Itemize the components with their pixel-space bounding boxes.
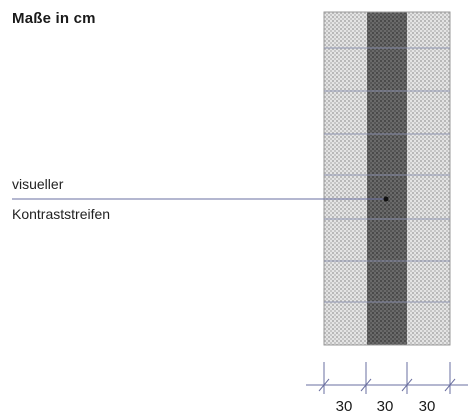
callout-label-kontraststreifen: Kontraststreifen (12, 206, 111, 222)
dimension-label-2: 30 (376, 398, 394, 415)
dimension-label-1: 30 (335, 398, 353, 415)
joint-lines (324, 47, 450, 303)
paving-strip-right (407, 12, 450, 345)
dimension-line (306, 362, 468, 394)
callout-label-visueller: visueller (12, 176, 64, 192)
dimension-label-3: 30 (418, 398, 436, 415)
paving-strip-left (324, 12, 368, 345)
paving-outline (323, 11, 451, 346)
contrast-stripe (367, 12, 408, 345)
callout-dot (383, 196, 389, 202)
diagram-title: Maße in cm (12, 10, 96, 27)
